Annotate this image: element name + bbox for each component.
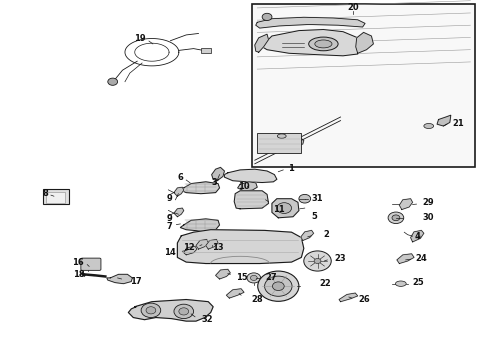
Text: 30: 30	[422, 212, 434, 221]
Polygon shape	[356, 32, 373, 53]
Text: 24: 24	[416, 254, 427, 263]
Text: 19: 19	[134, 34, 146, 43]
Polygon shape	[238, 182, 257, 191]
Text: 28: 28	[251, 295, 263, 304]
Text: 6: 6	[178, 173, 184, 181]
Polygon shape	[272, 199, 299, 218]
Circle shape	[174, 304, 194, 319]
Polygon shape	[437, 115, 451, 126]
Circle shape	[388, 212, 404, 224]
Polygon shape	[180, 182, 220, 194]
Circle shape	[258, 271, 299, 301]
Text: 23: 23	[334, 254, 346, 263]
Polygon shape	[216, 269, 230, 279]
Circle shape	[265, 276, 292, 296]
Circle shape	[314, 258, 321, 264]
Polygon shape	[301, 230, 314, 240]
Polygon shape	[224, 169, 277, 183]
Polygon shape	[107, 274, 132, 284]
Polygon shape	[226, 289, 244, 298]
Circle shape	[141, 303, 161, 318]
Polygon shape	[265, 138, 275, 145]
Polygon shape	[397, 254, 414, 264]
Polygon shape	[212, 167, 224, 181]
Circle shape	[277, 203, 292, 213]
Text: 13: 13	[212, 243, 223, 252]
Text: 4: 4	[415, 233, 420, 241]
Bar	[252, 4, 475, 167]
Text: 25: 25	[413, 278, 424, 287]
Circle shape	[304, 251, 331, 271]
Text: 22: 22	[319, 279, 331, 288]
Polygon shape	[184, 246, 197, 255]
Ellipse shape	[309, 37, 338, 51]
Polygon shape	[262, 30, 363, 56]
Text: 7: 7	[167, 222, 172, 231]
Circle shape	[179, 308, 189, 315]
Text: 1: 1	[288, 163, 294, 172]
Bar	[46, 192, 65, 203]
Circle shape	[250, 275, 257, 280]
Text: 26: 26	[359, 295, 370, 304]
Text: 20: 20	[347, 3, 359, 12]
Text: 21: 21	[453, 118, 465, 127]
Polygon shape	[174, 208, 184, 217]
Text: 8: 8	[42, 189, 48, 198]
Ellipse shape	[277, 134, 286, 138]
Circle shape	[262, 13, 272, 21]
Text: 10: 10	[238, 182, 250, 191]
Polygon shape	[174, 187, 184, 196]
Circle shape	[392, 215, 400, 221]
Text: 17: 17	[130, 277, 142, 286]
Ellipse shape	[424, 123, 434, 129]
Text: 18: 18	[73, 270, 84, 279]
Ellipse shape	[395, 281, 406, 287]
Text: 16: 16	[73, 258, 84, 266]
Circle shape	[272, 282, 284, 291]
Text: 9: 9	[167, 194, 172, 203]
Polygon shape	[399, 199, 413, 210]
Polygon shape	[180, 219, 220, 231]
Polygon shape	[128, 300, 213, 321]
Text: 9: 9	[167, 214, 172, 223]
Polygon shape	[206, 239, 218, 249]
Text: 27: 27	[266, 274, 277, 282]
Polygon shape	[411, 230, 424, 242]
Circle shape	[247, 273, 261, 283]
Text: 15: 15	[236, 274, 248, 282]
Circle shape	[108, 78, 118, 85]
Text: 32: 32	[202, 315, 214, 324]
Text: 2: 2	[323, 230, 329, 239]
Polygon shape	[339, 293, 358, 302]
Circle shape	[299, 194, 311, 203]
Text: 31: 31	[312, 194, 323, 203]
Polygon shape	[289, 138, 304, 146]
Text: 11: 11	[273, 205, 285, 214]
Bar	[43, 189, 69, 204]
Polygon shape	[255, 34, 269, 52]
Bar	[201, 48, 211, 53]
Text: 5: 5	[312, 212, 318, 221]
Polygon shape	[177, 230, 304, 264]
Text: 14: 14	[164, 248, 175, 257]
Circle shape	[146, 307, 156, 314]
FancyBboxPatch shape	[81, 258, 101, 270]
Text: 12: 12	[183, 243, 195, 252]
Polygon shape	[256, 17, 365, 28]
Polygon shape	[234, 191, 269, 209]
Bar	[257, 133, 301, 153]
Ellipse shape	[315, 40, 332, 48]
Text: 3: 3	[212, 178, 218, 187]
Polygon shape	[196, 239, 208, 249]
Text: 29: 29	[422, 198, 434, 207]
